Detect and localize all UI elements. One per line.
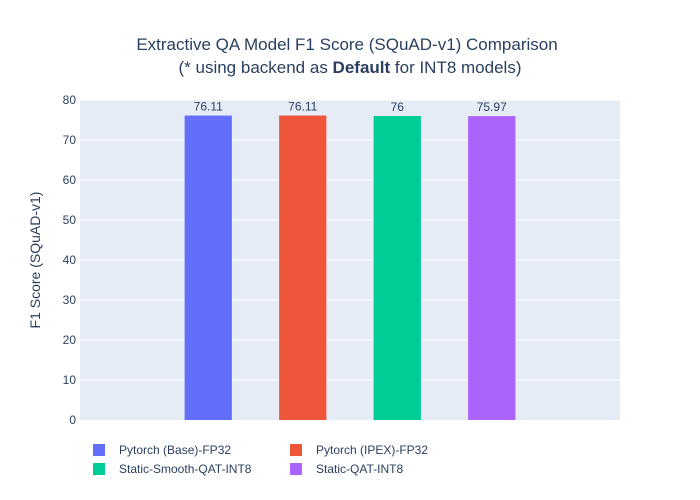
data-label-1: 76.11 bbox=[194, 100, 223, 114]
legend-label-4: Static-QAT-INT8 bbox=[316, 462, 403, 476]
gridlines bbox=[80, 99, 620, 381]
bar-static-smooth-qat-int8 bbox=[373, 116, 421, 420]
legend-swatch-4 bbox=[290, 463, 302, 475]
y-tick-label-40: 40 bbox=[63, 253, 77, 267]
y-axis-label: F1 Score (SQuAD-v1) bbox=[27, 192, 43, 329]
y-tick-label-30: 30 bbox=[63, 293, 77, 307]
legend-label-2: Pytorch (IPEX)-FP32 bbox=[316, 443, 428, 457]
data-label-2: 76.11 bbox=[288, 100, 317, 114]
title-line-2-prefix: (* using backend as bbox=[179, 58, 333, 77]
y-axis-ticks: 0 10 20 30 40 50 60 70 80 bbox=[63, 93, 77, 427]
y-tick-label-50: 50 bbox=[63, 213, 77, 227]
title-line-2-bold: Default bbox=[333, 58, 391, 77]
bar-pytorch-ipex-fp32 bbox=[279, 115, 327, 420]
y-tick-label-10: 10 bbox=[63, 373, 77, 387]
y-tick-label-70: 70 bbox=[63, 133, 77, 147]
y-tick-label-80: 80 bbox=[63, 93, 77, 107]
legend-label-1: Pytorch (Base)-FP32 bbox=[119, 443, 231, 457]
legend-swatch-3 bbox=[93, 463, 105, 475]
legend-label-3: Static-Smooth-QAT-INT8 bbox=[119, 462, 252, 476]
bars bbox=[184, 115, 516, 421]
y-tick-label-60: 60 bbox=[63, 173, 77, 187]
y-tick-label-0: 0 bbox=[69, 413, 76, 427]
chart-title-line-1: Extractive QA Model F1 Score (SQuAD-v1) … bbox=[136, 35, 557, 54]
legend-swatch-1 bbox=[93, 444, 105, 456]
bar-static-qat-int8 bbox=[468, 116, 516, 421]
legend: Pytorch (Base)-FP32 Pytorch (IPEX)-FP32 St… bbox=[93, 443, 428, 476]
data-label-3: 76 bbox=[391, 100, 405, 114]
data-label-4: 75.97 bbox=[477, 100, 507, 114]
data-labels: 76.11 76.11 76 75.97 bbox=[194, 100, 507, 115]
y-tick-label-20: 20 bbox=[63, 333, 77, 347]
chart-title-line-2: (* using backend as Default for INT8 mod… bbox=[179, 58, 522, 77]
title-line-2-suffix: for INT8 models) bbox=[390, 58, 521, 77]
legend-swatch-2 bbox=[290, 444, 302, 456]
bar-pytorch-base-fp32 bbox=[184, 115, 232, 420]
